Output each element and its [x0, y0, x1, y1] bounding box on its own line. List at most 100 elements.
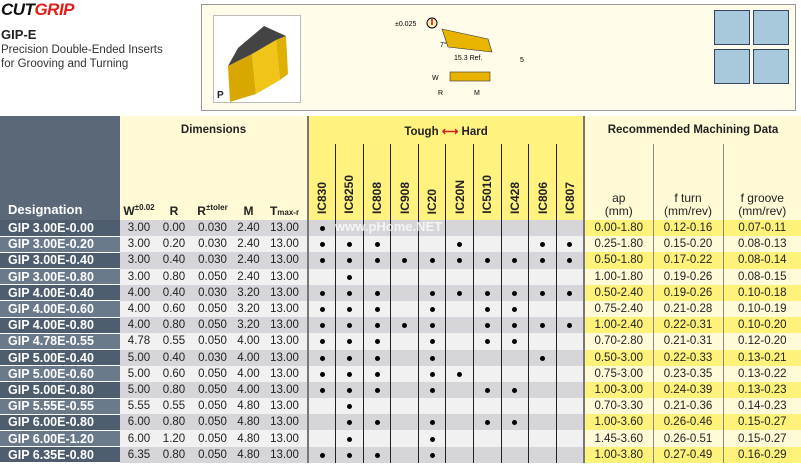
dimension-cell: 0.40 — [158, 284, 190, 301]
dim-col-header: W±0.02 — [120, 144, 158, 220]
dim-col-label: R — [197, 204, 206, 218]
insert-dimension-diagram: ±0.025 7° 15.3 Ref. 5 W R M — [395, 17, 524, 97]
hard-label: Hard — [461, 126, 488, 138]
availability-dot-icon — [429, 290, 435, 296]
availability-dot-icon — [346, 452, 352, 458]
dimension-cell: 0.050 — [190, 430, 235, 447]
turning-icon — [753, 10, 789, 45]
availability-dot-icon — [374, 420, 380, 426]
grade-cell — [555, 252, 585, 269]
fturn-cell: 0.17-0.22 — [652, 252, 724, 269]
m-label: M — [474, 90, 480, 97]
fgroove-cell: 0.13-0.22 — [722, 365, 801, 382]
grade-cell — [335, 300, 364, 318]
designation-cell: GIP 6.00E-0.80 — [0, 414, 120, 431]
grade-cell — [445, 252, 474, 269]
grade-cell — [335, 268, 364, 285]
grade-cell — [417, 268, 446, 285]
grade-header-ic830: IC830 — [307, 144, 336, 220]
dim-col-label: W — [123, 204, 135, 218]
table-row: GIP 5.00E-0.40 5.00 0.40 0.030 4.00 13.00 0.50… — [0, 349, 801, 367]
table-row: GIP 3.00E-0.40 3.00 0.40 0.030 2.40 13.00 0.50… — [0, 252, 801, 270]
grade-cell — [528, 349, 557, 366]
grade-header-ic20: IC20 — [417, 144, 446, 220]
dimension-cell: 0.030 — [190, 252, 235, 269]
fturn-cell: 0.27-0.49 — [652, 446, 724, 463]
table-row: GIP 4.00E-0.40 4.00 0.40 0.030 3.20 13.00 0.50… — [0, 284, 801, 302]
grade-cell — [417, 398, 446, 415]
inserts-table: Designation Dimensions Tough ⟷ Hard Reco… — [0, 116, 801, 464]
grade-cell — [555, 284, 585, 301]
availability-dot-icon — [429, 307, 435, 313]
availability-dot-icon — [457, 242, 463, 248]
grade-cell — [362, 365, 391, 382]
dim-5-label: 5 — [520, 57, 524, 64]
grade-cell — [390, 317, 419, 334]
grade-cell — [335, 414, 364, 431]
grade-cell — [390, 414, 419, 431]
grade-header-ic807: IC807 — [555, 144, 585, 220]
availability-dot-icon — [429, 339, 435, 345]
designation-cell: GIP 3.00E-0.20 — [0, 236, 120, 253]
grade-cell — [335, 349, 364, 366]
grade-cell — [307, 236, 336, 253]
tolerance-label: ±0.025 — [395, 21, 416, 28]
subtitle-line-2: for Grooving and Turning — [1, 58, 129, 70]
grade-cell — [528, 236, 557, 253]
ap-cell: 1.00-2.40 — [583, 317, 654, 334]
fgroove-cell: 0.13-0.23 — [722, 381, 801, 399]
grade-cell — [555, 317, 585, 334]
designation-cell: GIP 4.00E-0.40 — [0, 284, 120, 302]
dimension-cell: 5.00 — [120, 365, 158, 382]
table-row: GIP 3.00E-0.80 3.00 0.80 0.050 2.40 13.00 1.00… — [0, 268, 801, 286]
designation-header: Designation — [0, 116, 120, 220]
availability-dot-icon — [429, 436, 435, 442]
grade-cell — [307, 284, 336, 301]
availability-dot-icon — [512, 258, 518, 264]
dimension-cell: 0.050 — [190, 300, 235, 318]
grade-cell — [473, 430, 502, 447]
grade-cell — [417, 365, 446, 382]
grade-cell — [307, 333, 336, 350]
dimension-cell: 4.80 — [235, 398, 262, 415]
grade-cell — [417, 236, 446, 253]
dim-col-sub: max-r — [277, 208, 300, 217]
grade-header-ic5010: IC5010 — [473, 144, 502, 220]
grade-cell — [473, 300, 502, 318]
grade-cell — [417, 446, 446, 463]
availability-dot-icon — [429, 258, 435, 264]
designation-cell: GIP 6.35E-0.80 — [0, 446, 120, 464]
dimension-cell: 13.00 — [262, 446, 309, 463]
availability-dot-icon — [346, 355, 352, 361]
fturn-cell: 0.22-0.33 — [652, 349, 724, 366]
availability-dot-icon — [540, 242, 546, 248]
dimension-cell: 2.40 — [235, 268, 262, 285]
grade-cell — [307, 446, 336, 463]
grade-cell — [390, 430, 419, 447]
dimension-cell: 2.40 — [235, 252, 262, 269]
ap-cell: 1.45-3.60 — [583, 430, 654, 447]
grade-cell — [390, 236, 419, 253]
grade-cell — [555, 268, 585, 285]
machining-col-unit: (mm) — [604, 204, 633, 218]
fturn-cell: 0.21-0.31 — [652, 333, 724, 350]
availability-dot-icon — [346, 404, 352, 410]
dimension-cell: 0.60 — [158, 365, 190, 382]
dimension-cell: 5.00 — [120, 381, 158, 399]
grade-cell — [445, 300, 474, 318]
machining-col-unit: (mm/rev) — [738, 204, 787, 218]
designation-cell: GIP 5.55E-0.55 — [0, 398, 120, 415]
availability-dot-icon — [346, 371, 352, 377]
grade-cell — [335, 365, 364, 382]
ap-cell: 0.75-2.40 — [583, 300, 654, 318]
r-label: R — [438, 90, 443, 97]
designation-cell: GIP 4.00E-0.60 — [0, 300, 120, 318]
dimension-cell: 0.40 — [158, 349, 190, 366]
availability-dot-icon — [319, 387, 325, 393]
fgroove-cell: 0.07-0.11 — [722, 220, 801, 237]
availability-dot-icon — [374, 258, 380, 264]
dimension-cell: 3.20 — [235, 300, 262, 318]
fgroove-cell: 0.08-0.14 — [722, 252, 801, 269]
dim-col-header: M — [235, 144, 262, 220]
grade-cell — [528, 220, 557, 237]
